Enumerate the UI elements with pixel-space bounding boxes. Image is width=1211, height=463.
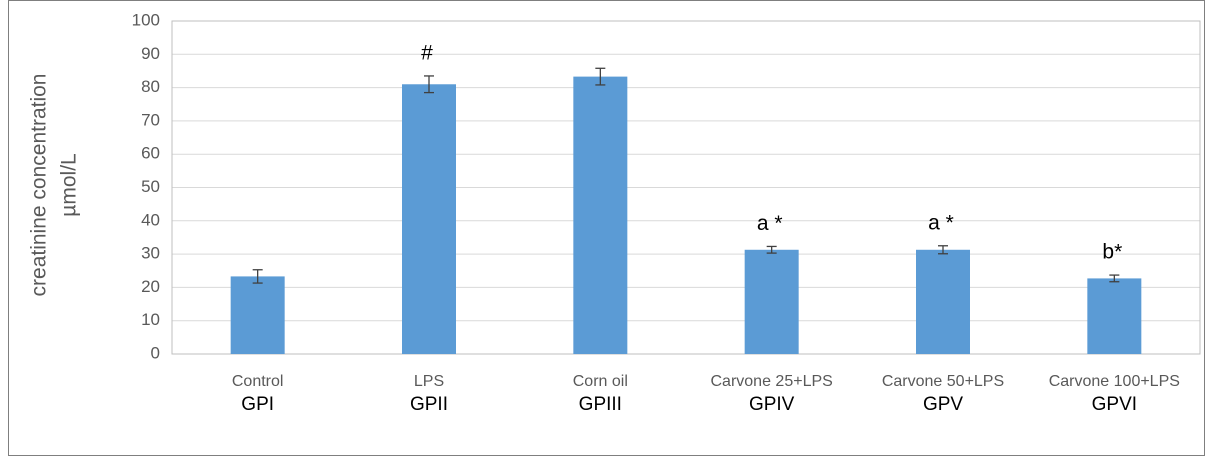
- error-bar: [595, 67, 606, 86]
- group-label: GPI: [241, 394, 274, 415]
- chart-frame: [8, 0, 1205, 456]
- error-bar: [1109, 274, 1120, 283]
- error-bar: [938, 245, 948, 255]
- plot-frame: [171, 20, 1201, 355]
- y-axis-title-line: creatinine concentration: [28, 74, 51, 297]
- bar: [230, 276, 285, 354]
- bar: [744, 249, 799, 354]
- bar: [1087, 278, 1142, 354]
- y-tick-label: 0: [151, 343, 160, 362]
- group-label: GPVI: [1092, 394, 1137, 415]
- y-tick-label: 60: [141, 144, 160, 163]
- y-tick-label: 80: [141, 77, 160, 96]
- x-tick-label: Carvone 100+LPS: [1049, 373, 1180, 390]
- bar: [916, 249, 970, 354]
- group-label: GPV: [923, 394, 963, 415]
- annotation: b*: [1102, 241, 1122, 264]
- y-tick-label: 50: [141, 177, 160, 196]
- error-bar: [766, 245, 777, 254]
- error-bar: [424, 75, 434, 94]
- y-tick-label: 40: [141, 210, 160, 229]
- error-bar: [252, 269, 263, 284]
- y-tick-label: 20: [141, 277, 160, 296]
- y-tick-label: 90: [141, 44, 160, 63]
- y-tick-label: 70: [141, 110, 160, 129]
- group-label: GPII: [410, 394, 448, 415]
- annotation: a *: [757, 212, 783, 235]
- y-axis-title: creatinine concentration µmol/L: [28, 74, 81, 297]
- annotation: #: [421, 41, 433, 64]
- y-axis-title-line: µmol/L: [58, 153, 81, 216]
- group-label: GPIV: [749, 394, 795, 415]
- x-tick-label: Carvone 50+LPS: [882, 373, 1004, 390]
- annotation: a *: [928, 211, 954, 234]
- x-tick-label: Carvone 25+LPS: [711, 373, 833, 390]
- bar: [402, 84, 456, 355]
- y-tick-label: 30: [141, 244, 160, 263]
- bar: [573, 76, 628, 355]
- x-tick-label: Corn oil: [573, 373, 628, 390]
- x-tick-label: LPS: [414, 373, 444, 390]
- y-tick-label: 10: [141, 310, 160, 329]
- y-tick-label: 100: [132, 10, 160, 29]
- group-label: GPIII: [579, 394, 622, 415]
- x-tick-label: Control: [232, 373, 284, 390]
